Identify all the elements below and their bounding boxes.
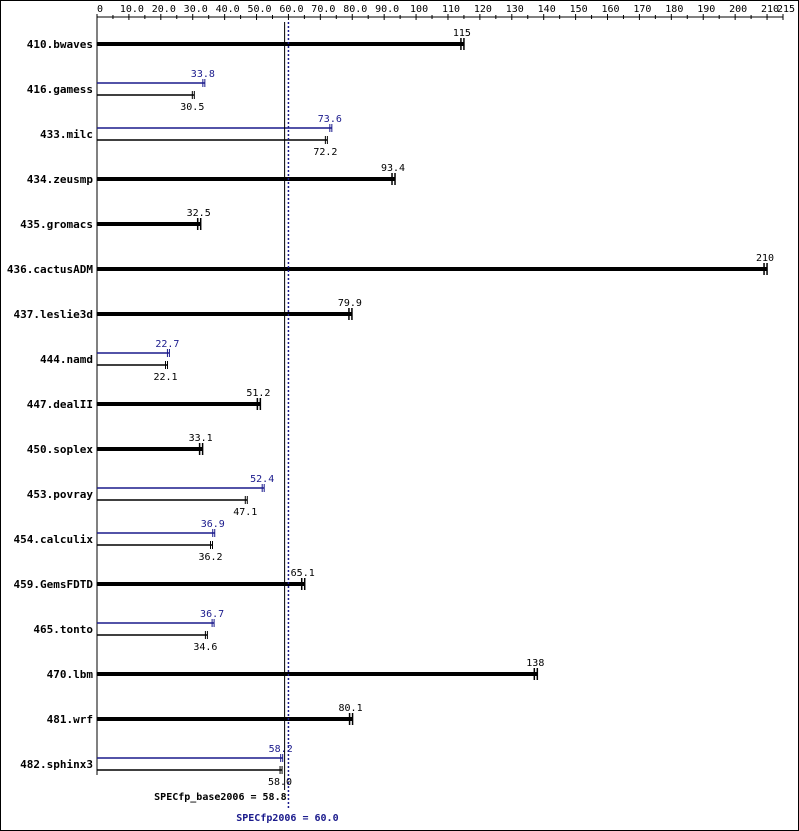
benchmark-label: 444.namd: [40, 353, 93, 366]
peak-value-label: 36.9: [201, 519, 225, 530]
peak-value-label: 22.7: [155, 339, 179, 350]
benchmark-label: 481.wrf: [47, 713, 93, 726]
base-value-label: 72.2: [313, 147, 337, 158]
benchmark-label: 459.GemsFDTD: [14, 578, 94, 591]
base-value-label: 138: [526, 658, 544, 669]
peak-value-label: 73.6: [318, 114, 342, 125]
base-value-label: 51.2: [246, 388, 270, 399]
benchmark-label: 447.dealII: [27, 398, 93, 411]
peak-value-label: 36.7: [200, 609, 224, 620]
benchmark-label: 482.sphinx3: [20, 758, 93, 771]
base-value-label: 33.1: [189, 433, 213, 444]
benchmark-label: 436.cactusADM: [7, 263, 93, 276]
x-tick-label: 100: [410, 4, 428, 15]
base-value-label: 34.6: [193, 642, 217, 653]
x-tick-label: 170: [633, 4, 651, 15]
x-tick-label: 150: [570, 4, 588, 15]
x-tick-label: 60.0: [279, 4, 303, 15]
x-tick-label: 70.0: [311, 4, 335, 15]
x-tick-label: 0: [97, 4, 103, 15]
x-tick-label: 40.0: [216, 4, 240, 15]
x-tick-label: 50.0: [247, 4, 271, 15]
base-value-label: 115: [453, 28, 471, 39]
base-value-label: 210: [756, 253, 774, 264]
base-value-label: 93.4: [381, 163, 405, 174]
x-tick-label: 180: [665, 4, 683, 15]
x-tick-label: 140: [538, 4, 556, 15]
base-value-label: 80.1: [339, 703, 363, 714]
base-value-label: 79.9: [338, 298, 362, 309]
benchmark-label: 454.calculix: [14, 533, 94, 546]
peak-value-label: 52.4: [250, 474, 274, 485]
benchmark-label: 450.soplex: [27, 443, 94, 456]
x-tick-label: 200: [729, 4, 747, 15]
benchmark-label: 416.gamess: [27, 83, 93, 96]
x-tick-label: 130: [506, 4, 524, 15]
x-tick-label: 20.0: [152, 4, 176, 15]
x-tick-label: 80.0: [343, 4, 367, 15]
x-tick-label: 160: [601, 4, 619, 15]
x-tick-label: 190: [697, 4, 715, 15]
base-value-label: 36.2: [198, 552, 222, 563]
summary-base-label: SPECfp_base2006 = 58.8: [154, 792, 286, 803]
x-tick-label: 30.0: [184, 4, 208, 15]
benchmark-label: 435.gromacs: [20, 218, 93, 231]
benchmark-label: 453.povray: [27, 488, 94, 501]
summary-peak-label: SPECfp2006 = 60.0: [236, 813, 338, 824]
benchmark-label: 470.lbm: [47, 668, 94, 681]
x-tick-label: 10.0: [120, 4, 144, 15]
benchmark-label: 434.zeusmp: [27, 173, 94, 186]
base-value-label: 58.0: [268, 777, 292, 788]
peak-value-label: 33.8: [191, 69, 215, 80]
base-value-label: 32.5: [187, 208, 211, 219]
x-tick-label: 90.0: [375, 4, 399, 15]
base-value-label: 47.1: [233, 507, 257, 518]
benchmark-label: 437.leslie3d: [14, 308, 93, 321]
benchmark-label: 433.milc: [40, 128, 93, 141]
benchmark-label: 410.bwaves: [27, 38, 93, 51]
x-tick-label: 210: [761, 4, 779, 15]
x-tick-label: 215: [777, 4, 795, 15]
peak-value-label: 58.2: [269, 744, 293, 755]
base-value-label: 30.5: [180, 102, 204, 113]
base-value-label: 65.1: [291, 568, 315, 579]
x-tick-label: 110: [442, 4, 460, 15]
benchmark-label: 465.tonto: [33, 623, 93, 636]
base-value-label: 22.1: [153, 372, 177, 383]
x-tick-label: 120: [474, 4, 492, 15]
